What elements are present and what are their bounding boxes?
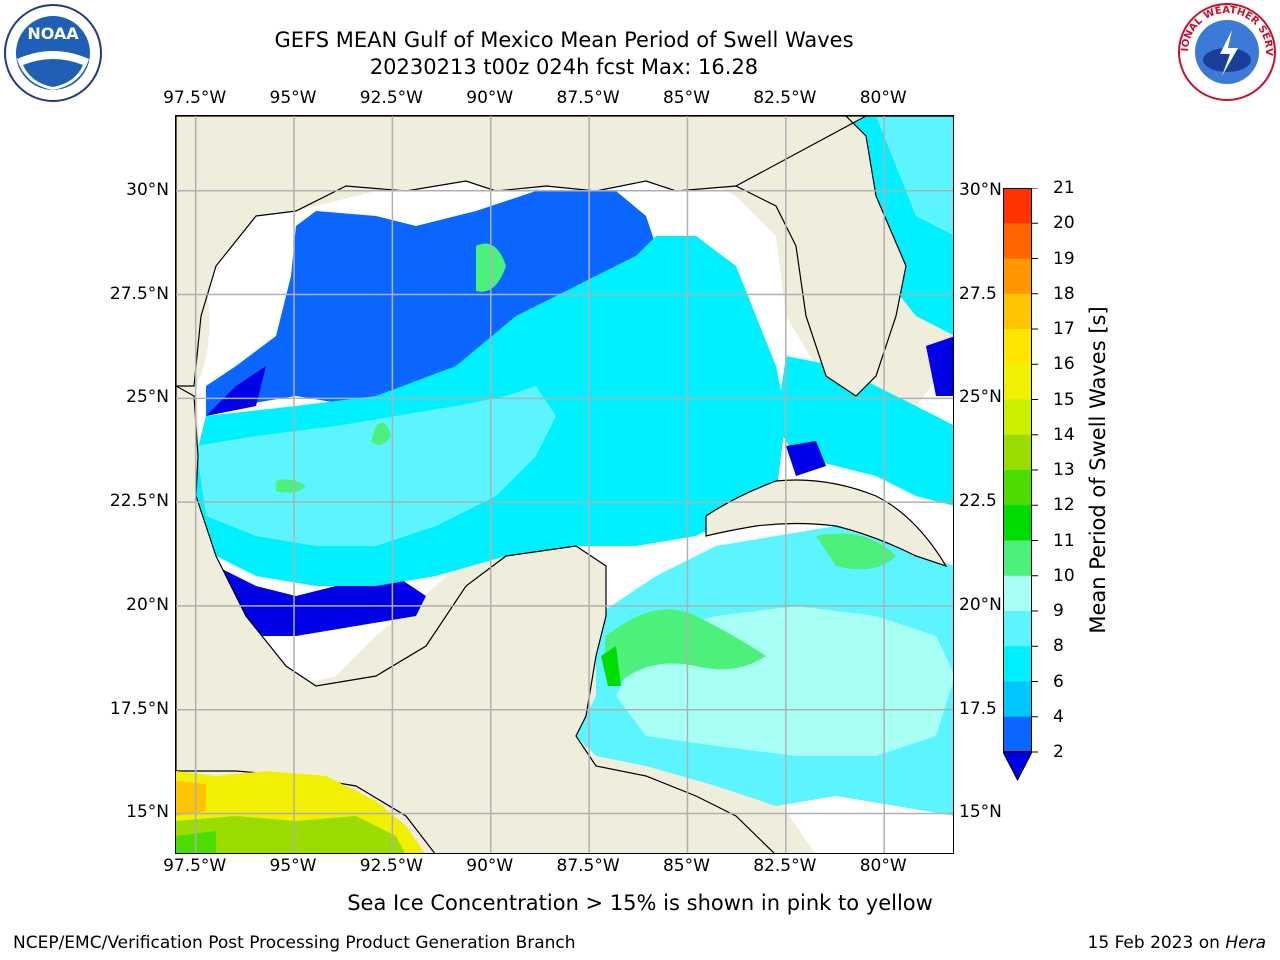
- colorbar-segment: [1003, 223, 1032, 259]
- colorbar-label: 19: [1053, 248, 1075, 269]
- colorbar-segment: [1003, 434, 1032, 471]
- swell-zone-blue-north: [206, 191, 656, 416]
- colorbar: [1003, 188, 1038, 782]
- lat-tick-right: 20°N: [959, 594, 1002, 615]
- colorbar-label: 17: [1053, 319, 1075, 339]
- colorbar-label: 12: [1053, 495, 1075, 516]
- lat-tick-left: 27.5°N: [109, 283, 169, 304]
- colorbar-label: 10: [1053, 565, 1075, 586]
- colorbar-label: 18: [1053, 283, 1075, 304]
- lon-tick-top: 80°W: [859, 88, 907, 108]
- chart-title: GEFS MEAN Gulf of Mexico Mean Period of …: [274, 28, 854, 52]
- lat-tick-left: 22.5°N: [109, 491, 169, 512]
- lat-tick-left: 17.5°N: [109, 698, 169, 719]
- lon-tick-bottom: 97.5°W: [163, 856, 227, 876]
- lat-tick-left: 20°N: [126, 594, 169, 615]
- sea-ice-note: Sea Ice Concentration > 15% is shown in …: [347, 891, 933, 915]
- colorbar-label: 20: [1053, 213, 1075, 234]
- colorbar-segment: [1003, 293, 1032, 330]
- noaa-logo: NOAA: [3, 3, 103, 103]
- swell-zone-caribbean-green: [604, 533, 896, 686]
- nws-logo: NATIONAL WEATHER SERVICE: [1172, 0, 1278, 102]
- swell-zone-pale-center: [196, 386, 556, 546]
- colorbar-label: 21: [1053, 178, 1075, 198]
- map-gridlines: [176, 116, 953, 853]
- colorbar-label: 8: [1053, 636, 1064, 657]
- colorbar-segment: [1003, 188, 1032, 224]
- swell-zone-green-spots: [276, 243, 506, 493]
- lat-tick-right: 27.5: [959, 283, 997, 304]
- colorbar-segment: [1003, 540, 1032, 577]
- lat-tick-left: 15°N: [126, 802, 169, 823]
- swell-zone-dark-sw: [206, 366, 426, 636]
- swell-zone-straits-dark: [786, 336, 953, 476]
- swell-zone-atlantic-pale: [876, 116, 953, 235]
- lon-tick-bottom: 92.5°W: [359, 856, 423, 876]
- colorbar-extend-triangle: [1003, 751, 1033, 782]
- lon-tick-top: 92.5°W: [359, 88, 423, 108]
- date-prefix: 15 Feb 2023 on: [1087, 933, 1220, 953]
- colorbar-label: 16: [1053, 354, 1075, 375]
- colorbar-segment: [1003, 716, 1032, 753]
- lon-tick-top: 82.5°W: [753, 88, 817, 108]
- colorbar-segment: [1003, 364, 1032, 400]
- colorbar-segment: [1003, 575, 1032, 612]
- colorbar-segment: [1003, 611, 1032, 647]
- lon-tick-bottom: 82.5°W: [753, 856, 817, 876]
- colorbar-segment: [1003, 258, 1032, 295]
- colorbar-segment: [1003, 399, 1032, 436]
- lon-tick-top: 95°W: [269, 88, 317, 108]
- colorbar-segment: [1003, 646, 1032, 682]
- chart-subtitle: 20230213 t00z 024h fcst Max: 16.28: [369, 55, 759, 79]
- lon-tick-bottom: 95°W: [269, 856, 317, 876]
- lat-tick-left: 25°N: [126, 387, 169, 408]
- swell-zone-straits: [776, 356, 953, 506]
- map-panel: [175, 115, 954, 854]
- map-svg: [176, 116, 953, 853]
- land-florida: [734, 116, 953, 397]
- lon-tick-top: 97.5°W: [163, 88, 227, 108]
- date-machine: Hera: [1225, 933, 1266, 953]
- lon-tick-bottom: 85°W: [662, 856, 710, 876]
- colorbar-label: 13: [1053, 460, 1075, 480]
- colorbar-label: 2: [1053, 742, 1064, 762]
- lat-tick-right: 17.5: [959, 698, 997, 719]
- colorbar-segment: [1003, 329, 1032, 365]
- colorbar-title: Mean Period of Swell Waves [s]: [1086, 306, 1110, 634]
- lat-tick-right: 30°N: [959, 179, 1002, 200]
- colorbar-segment: [1003, 681, 1032, 718]
- colorbar-label: 11: [1053, 530, 1075, 551]
- lat-tick-right: 15°N: [959, 802, 1002, 823]
- colorbar-label: 4: [1053, 706, 1064, 727]
- colorbar-segment: [1003, 505, 1032, 541]
- colorbar-label: 6: [1053, 671, 1064, 692]
- lon-tick-top: 90°W: [466, 88, 514, 108]
- swell-zone-caribbean-dark: [601, 646, 621, 686]
- colorbar-segment: [1003, 470, 1032, 506]
- lat-tick-left: 30°N: [126, 179, 169, 200]
- colorbar-label: 14: [1053, 424, 1075, 445]
- date-text: 15 Feb 2023 on Hera: [1088, 933, 1266, 953]
- lon-tick-bottom: 90°W: [466, 856, 514, 876]
- lat-tick-right: 22.5: [959, 491, 997, 512]
- credit-text: NCEP/EMC/Verification Post Processing Pr…: [13, 933, 576, 953]
- lon-tick-top: 85°W: [662, 88, 710, 108]
- colorbar-frame: [1003, 188, 1032, 752]
- colorbar-label: 9: [1053, 601, 1064, 621]
- svg-text:NOAA: NOAA: [27, 24, 79, 43]
- colorbar-label: 15: [1053, 389, 1075, 410]
- lat-tick-right: 25°N: [959, 387, 1002, 408]
- lon-tick-top: 87.5°W: [556, 88, 620, 108]
- lon-tick-bottom: 87.5°W: [556, 856, 620, 876]
- lon-tick-bottom: 80°W: [859, 856, 907, 876]
